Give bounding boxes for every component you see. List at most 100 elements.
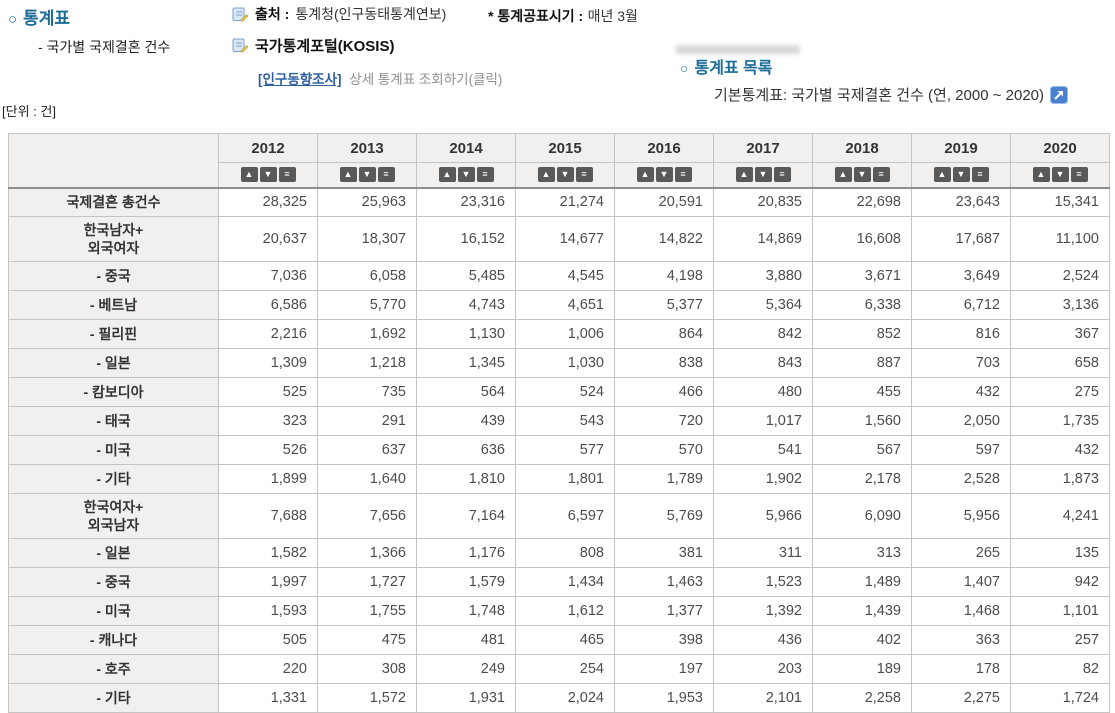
list-item-label[interactable]: 기본통계표: 국가별 국제결혼 건수 (연, 2000 ~ 2020) [714, 87, 1044, 104]
value-cell: 2,524 [1010, 261, 1110, 291]
value-cell: 197 [614, 654, 714, 684]
circle-bullet-icon: ○ [680, 60, 689, 76]
value-cell: 1,434 [515, 567, 615, 597]
value-cell: 14,822 [614, 216, 714, 262]
row-header: - 호주 [8, 654, 219, 684]
value-cell: 17,687 [911, 216, 1011, 262]
sort-list-button[interactable]: ≡ [872, 167, 890, 183]
value-cell: 735 [317, 377, 417, 407]
sort-desc-button[interactable]: ▼ [853, 167, 871, 183]
sort-list-button[interactable]: ≡ [476, 167, 494, 183]
table-row: - 일본 1,309 1,218 1,345 1,030 838 843 887 703 658 [8, 348, 1110, 378]
table-row: - 호주 220 308 249 254 197 203 189 178 82 [8, 654, 1110, 684]
sort-desc-button[interactable]: ▼ [1051, 167, 1069, 183]
sort-desc-button[interactable]: ▼ [655, 167, 673, 183]
value-cell: 505 [218, 625, 318, 655]
value-cell: 525 [218, 377, 318, 407]
kosis-link[interactable]: 국가통계포털(KOSIS) [255, 38, 395, 55]
value-cell: 637 [317, 435, 417, 465]
sort-asc-button[interactable]: ▲ [537, 167, 555, 183]
publish-label: * 통계공표시기 : [488, 8, 584, 24]
year-column-header: 2018 [812, 133, 912, 163]
year-column-header: 2015 [515, 133, 615, 163]
list-title: ○ 통계표 목록 [680, 54, 773, 78]
value-cell: 5,377 [614, 290, 714, 320]
value-cell: 1,727 [317, 567, 417, 597]
value-cell: 1,724 [1010, 683, 1110, 713]
value-cell: 2,275 [911, 683, 1011, 713]
value-cell: 1,873 [1010, 464, 1110, 494]
table-row: 한국남자+ 외국여자 20,637 18,307 16,152 14,677 14,822… [8, 216, 1110, 262]
sort-list-button[interactable]: ≡ [377, 167, 395, 183]
value-cell: 265 [911, 538, 1011, 568]
year-column-header: 2019 [911, 133, 1011, 163]
value-cell: 543 [515, 406, 615, 436]
survey-link[interactable]: [인구동향조사] [258, 72, 342, 87]
value-cell: 402 [812, 625, 912, 655]
year-column-header: 2017 [713, 133, 813, 163]
value-cell: 7,164 [416, 493, 516, 539]
sort-asc-button[interactable]: ▲ [636, 167, 654, 183]
sort-asc-button[interactable]: ▲ [735, 167, 753, 183]
value-cell: 432 [1010, 435, 1110, 465]
sort-desc-button[interactable]: ▼ [457, 167, 475, 183]
value-cell: 2,024 [515, 683, 615, 713]
value-cell: 6,597 [515, 493, 615, 539]
sort-list-button[interactable]: ≡ [971, 167, 989, 183]
sort-controls: ▲ ▼ ≡ [713, 162, 813, 188]
value-cell: 21,274 [515, 187, 615, 217]
section-title: ○ 통계표 [8, 4, 70, 29]
value-cell: 838 [614, 348, 714, 378]
value-cell: 1,612 [515, 596, 615, 626]
value-cell: 455 [812, 377, 912, 407]
value-cell: 1,735 [1010, 406, 1110, 436]
value-cell: 1,439 [812, 596, 912, 626]
sort-asc-button[interactable]: ▲ [1032, 167, 1050, 183]
value-cell: 1,997 [218, 567, 318, 597]
value-cell: 658 [1010, 348, 1110, 378]
sort-asc-button[interactable]: ▲ [834, 167, 852, 183]
value-cell: 1,692 [317, 319, 417, 349]
sort-asc-button[interactable]: ▲ [240, 167, 258, 183]
value-cell: 852 [812, 319, 912, 349]
sort-asc-button[interactable]: ▲ [438, 167, 456, 183]
value-cell: 291 [317, 406, 417, 436]
value-cell: 257 [1010, 625, 1110, 655]
value-cell: 6,586 [218, 290, 318, 320]
sort-desc-button[interactable]: ▼ [952, 167, 970, 183]
sort-desc-button[interactable]: ▼ [556, 167, 574, 183]
sort-desc-button[interactable]: ▼ [358, 167, 376, 183]
value-cell: 1,331 [218, 683, 318, 713]
sort-controls: ▲ ▼ ≡ [1010, 162, 1110, 188]
source-label: 출처 : [255, 6, 290, 22]
sort-list-button[interactable]: ≡ [773, 167, 791, 183]
row-header: - 미국 [8, 435, 219, 465]
publish-value: 매년 3월 [587, 8, 638, 24]
sort-desc-button[interactable]: ▼ [259, 167, 277, 183]
sort-asc-button[interactable]: ▲ [339, 167, 357, 183]
sort-list-button[interactable]: ≡ [575, 167, 593, 183]
sort-list-button[interactable]: ≡ [1070, 167, 1088, 183]
value-cell: 432 [911, 377, 1011, 407]
sort-list-button[interactable]: ≡ [278, 167, 296, 183]
value-cell: 816 [911, 319, 1011, 349]
table-row: - 일본 1,582 1,366 1,176 808 381 311 313 265 135 [8, 538, 1110, 568]
sort-controls: ▲ ▼ ≡ [515, 162, 615, 188]
external-link-icon[interactable] [1050, 85, 1068, 104]
table-row: - 중국 7,036 6,058 5,485 4,545 4,198 3,880 3,671 3… [8, 261, 1110, 291]
value-cell: 14,869 [713, 216, 813, 262]
value-cell: 5,956 [911, 493, 1011, 539]
sort-desc-button[interactable]: ▼ [754, 167, 772, 183]
table-row: - 기타 1,899 1,640 1,810 1,801 1,789 1,902 2,178 2… [8, 464, 1110, 494]
value-cell: 1,006 [515, 319, 615, 349]
value-cell: 398 [614, 625, 714, 655]
value-cell: 1,366 [317, 538, 417, 568]
value-cell: 7,688 [218, 493, 318, 539]
value-cell: 313 [812, 538, 912, 568]
unit-label: [단위 : 건] [2, 104, 56, 119]
year-column-header: 2012 [218, 133, 318, 163]
value-cell: 203 [713, 654, 813, 684]
value-cell: 7,656 [317, 493, 417, 539]
sort-asc-button[interactable]: ▲ [933, 167, 951, 183]
sort-list-button[interactable]: ≡ [674, 167, 692, 183]
